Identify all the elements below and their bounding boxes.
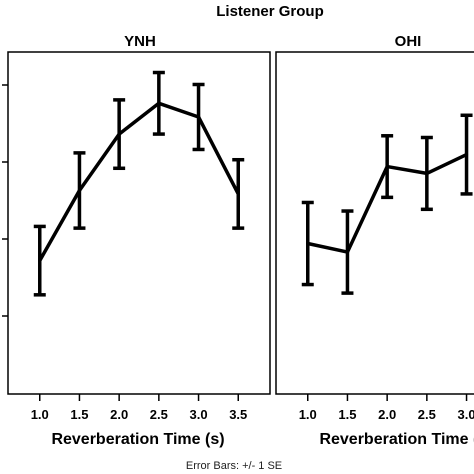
series-line-ohi: [307, 153, 468, 254]
series-ohi: [301, 113, 473, 295]
x-axis-tick-labels-ynh: 1.0 1.5 2.0 2.5 3.0 3.5: [31, 407, 248, 422]
series-line-ynh: [38, 101, 240, 262]
x-axis-ticks-ohi: [307, 394, 468, 401]
panel-frame-ynh: [7, 51, 271, 395]
data-point-ynh: [197, 115, 201, 119]
x-tick-label-ohi: 3.0: [458, 407, 474, 422]
x-tick-label-ynh: 1.5: [70, 407, 88, 422]
data-point-ynh: [157, 101, 161, 105]
x-tick-label-ynh: 1.0: [31, 407, 49, 422]
series-ynh: [33, 70, 245, 297]
x-tick-label-ohi: 1.5: [338, 407, 356, 422]
data-point-ohi: [345, 250, 349, 254]
x-tick-label-ynh: 2.0: [110, 407, 128, 422]
data-point-ohi: [306, 242, 310, 246]
x-axis-tick-labels-ohi: 1.0 1.5 2.0 2.5 3.0: [299, 407, 474, 422]
data-point-ohi: [425, 171, 429, 175]
panel-title-ohi: OHI: [395, 33, 422, 50]
data-point-ynh: [236, 192, 240, 196]
x-axis-ticks-ynh: [39, 394, 239, 401]
panel-frame-ohi: [275, 51, 474, 395]
y-axis-ticks: [2, 84, 8, 317]
data-point-ynh: [77, 189, 81, 193]
x-tick-label-ohi: 2.0: [378, 407, 396, 422]
x-axis-label-ohi: Reverberation Time (s): [319, 431, 474, 448]
data-point-ynh: [38, 259, 42, 263]
panel-ohi: OHI 1.0 1.5 2.0 2.5 3.0 Reverberation Time (…: [275, 33, 474, 448]
x-tick-label-ynh: 3.5: [229, 407, 247, 422]
panel-title-ynh: YNH: [124, 33, 156, 50]
chart-title: Listener Group: [216, 3, 324, 20]
data-point-ohi: [385, 165, 389, 169]
x-tick-label-ohi: 2.5: [418, 407, 436, 422]
x-tick-label-ynh: 3.0: [190, 407, 208, 422]
footnote: Error Bars: +/- 1 SE: [186, 460, 282, 472]
data-point-ynh: [117, 132, 121, 136]
x-axis-label-ynh: Reverberation Time (s): [51, 431, 224, 448]
x-tick-label-ohi: 1.0: [299, 407, 317, 422]
data-point-ohi: [465, 153, 469, 157]
panel-ynh: YNH 1.0 1.5 2.0 2.5 3.0 3.5 Reverberation Tim…: [7, 33, 271, 448]
x-tick-label-ynh: 2.5: [150, 407, 168, 422]
